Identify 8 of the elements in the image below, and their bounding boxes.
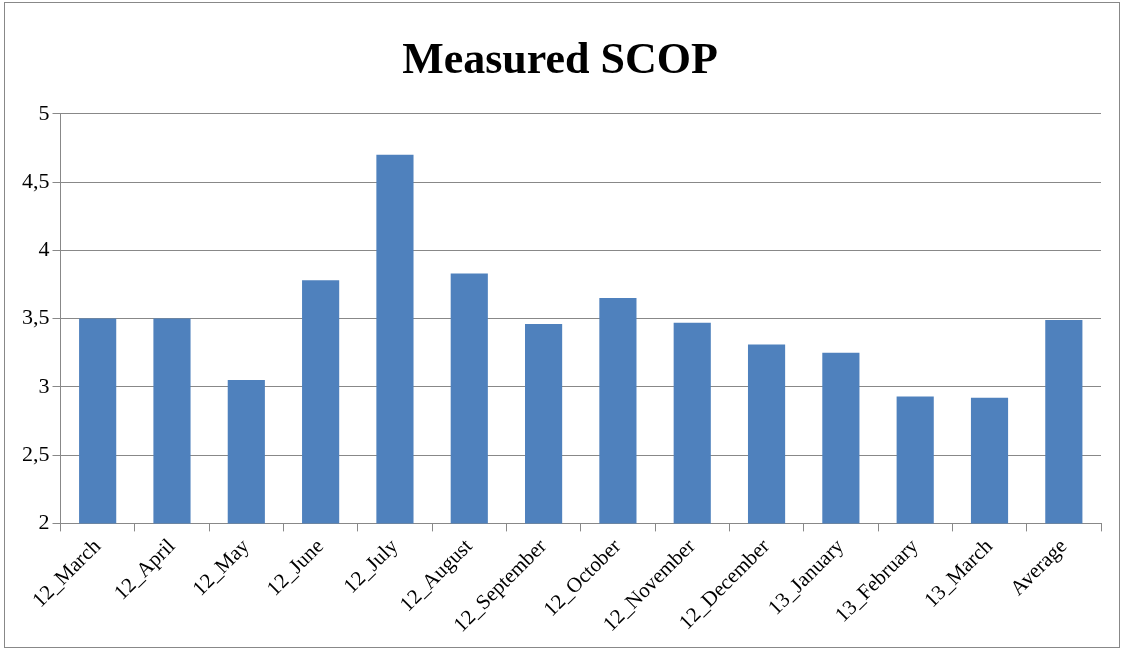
y-tick-label: 5 <box>38 99 50 125</box>
y-tick-label: 4 <box>38 236 50 262</box>
y-tick-label: 2,5 <box>22 440 50 466</box>
chart-title: Measured SCOP <box>402 33 718 83</box>
y-tick-label: 3 <box>38 372 50 398</box>
y-tick-label: 4,5 <box>22 167 50 193</box>
y-tick-label: 3,5 <box>22 304 50 330</box>
y-tick-label: 2 <box>38 509 50 535</box>
